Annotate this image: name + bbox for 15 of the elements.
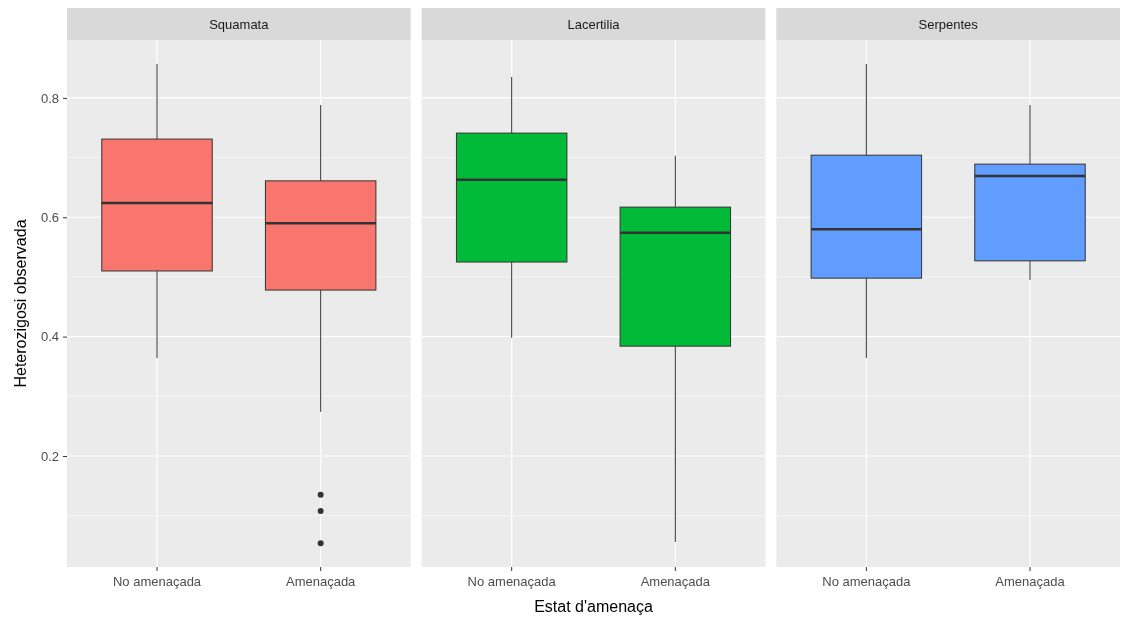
x-axis-title: Estat d'amenaça bbox=[534, 598, 653, 615]
x-tick-label: Amenaçada bbox=[640, 574, 711, 590]
y-tick-label: 0.8 bbox=[40, 90, 59, 106]
chart-title: Lacertilia bbox=[567, 17, 621, 32]
x-tick-label: No amenaçada bbox=[467, 574, 557, 590]
x-tick-label: No amenaçada bbox=[822, 574, 912, 590]
x-tick-label: No amenaçada bbox=[112, 574, 202, 590]
y-tick-label: 0.4 bbox=[40, 329, 59, 345]
y-axis-title: Heterozigosi observada bbox=[12, 219, 29, 388]
x-tick-label: Amenaçada bbox=[285, 574, 357, 590]
y-tick-label: 0.6 bbox=[40, 209, 59, 225]
chart-title: Serpentes bbox=[918, 17, 979, 32]
y-tick-label: 0.2 bbox=[40, 448, 59, 464]
x-tick-label: Amenaçada bbox=[995, 574, 1066, 590]
chart-title: Squamata bbox=[209, 17, 270, 32]
